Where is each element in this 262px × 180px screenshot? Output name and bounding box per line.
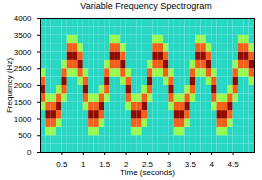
svg-text:3500: 3500 [14, 31, 32, 40]
svg-text:Time (seconds): Time (seconds) [120, 168, 175, 177]
svg-text:4000: 4000 [14, 14, 32, 23]
svg-text:3000: 3000 [14, 48, 32, 57]
svg-text:2500: 2500 [14, 64, 32, 73]
svg-text:2.5: 2.5 [141, 160, 154, 170]
svg-text:1.5: 1.5 [99, 160, 111, 169]
svg-text:2000: 2000 [14, 81, 32, 90]
svg-text:3: 3 [166, 160, 172, 170]
svg-text:0: 0 [27, 148, 32, 157]
svg-text:1: 1 [81, 160, 86, 169]
svg-text:4.5: 4.5 [228, 160, 240, 169]
svg-text:0.5: 0.5 [56, 160, 68, 169]
svg-text:2: 2 [123, 160, 129, 170]
svg-text:1000: 1000 [14, 115, 32, 124]
svg-text:500: 500 [18, 131, 32, 140]
svg-text:3.5: 3.5 [185, 160, 197, 169]
svg-text:1500: 1500 [14, 98, 32, 107]
svg-text:4: 4 [209, 160, 214, 169]
html-text:Variable Frequency Spectrogram: Variable Frequency Spectrogram [80, 1, 212, 11]
svg-text:Frequency (Hz): Frequency (Hz) [5, 58, 14, 113]
